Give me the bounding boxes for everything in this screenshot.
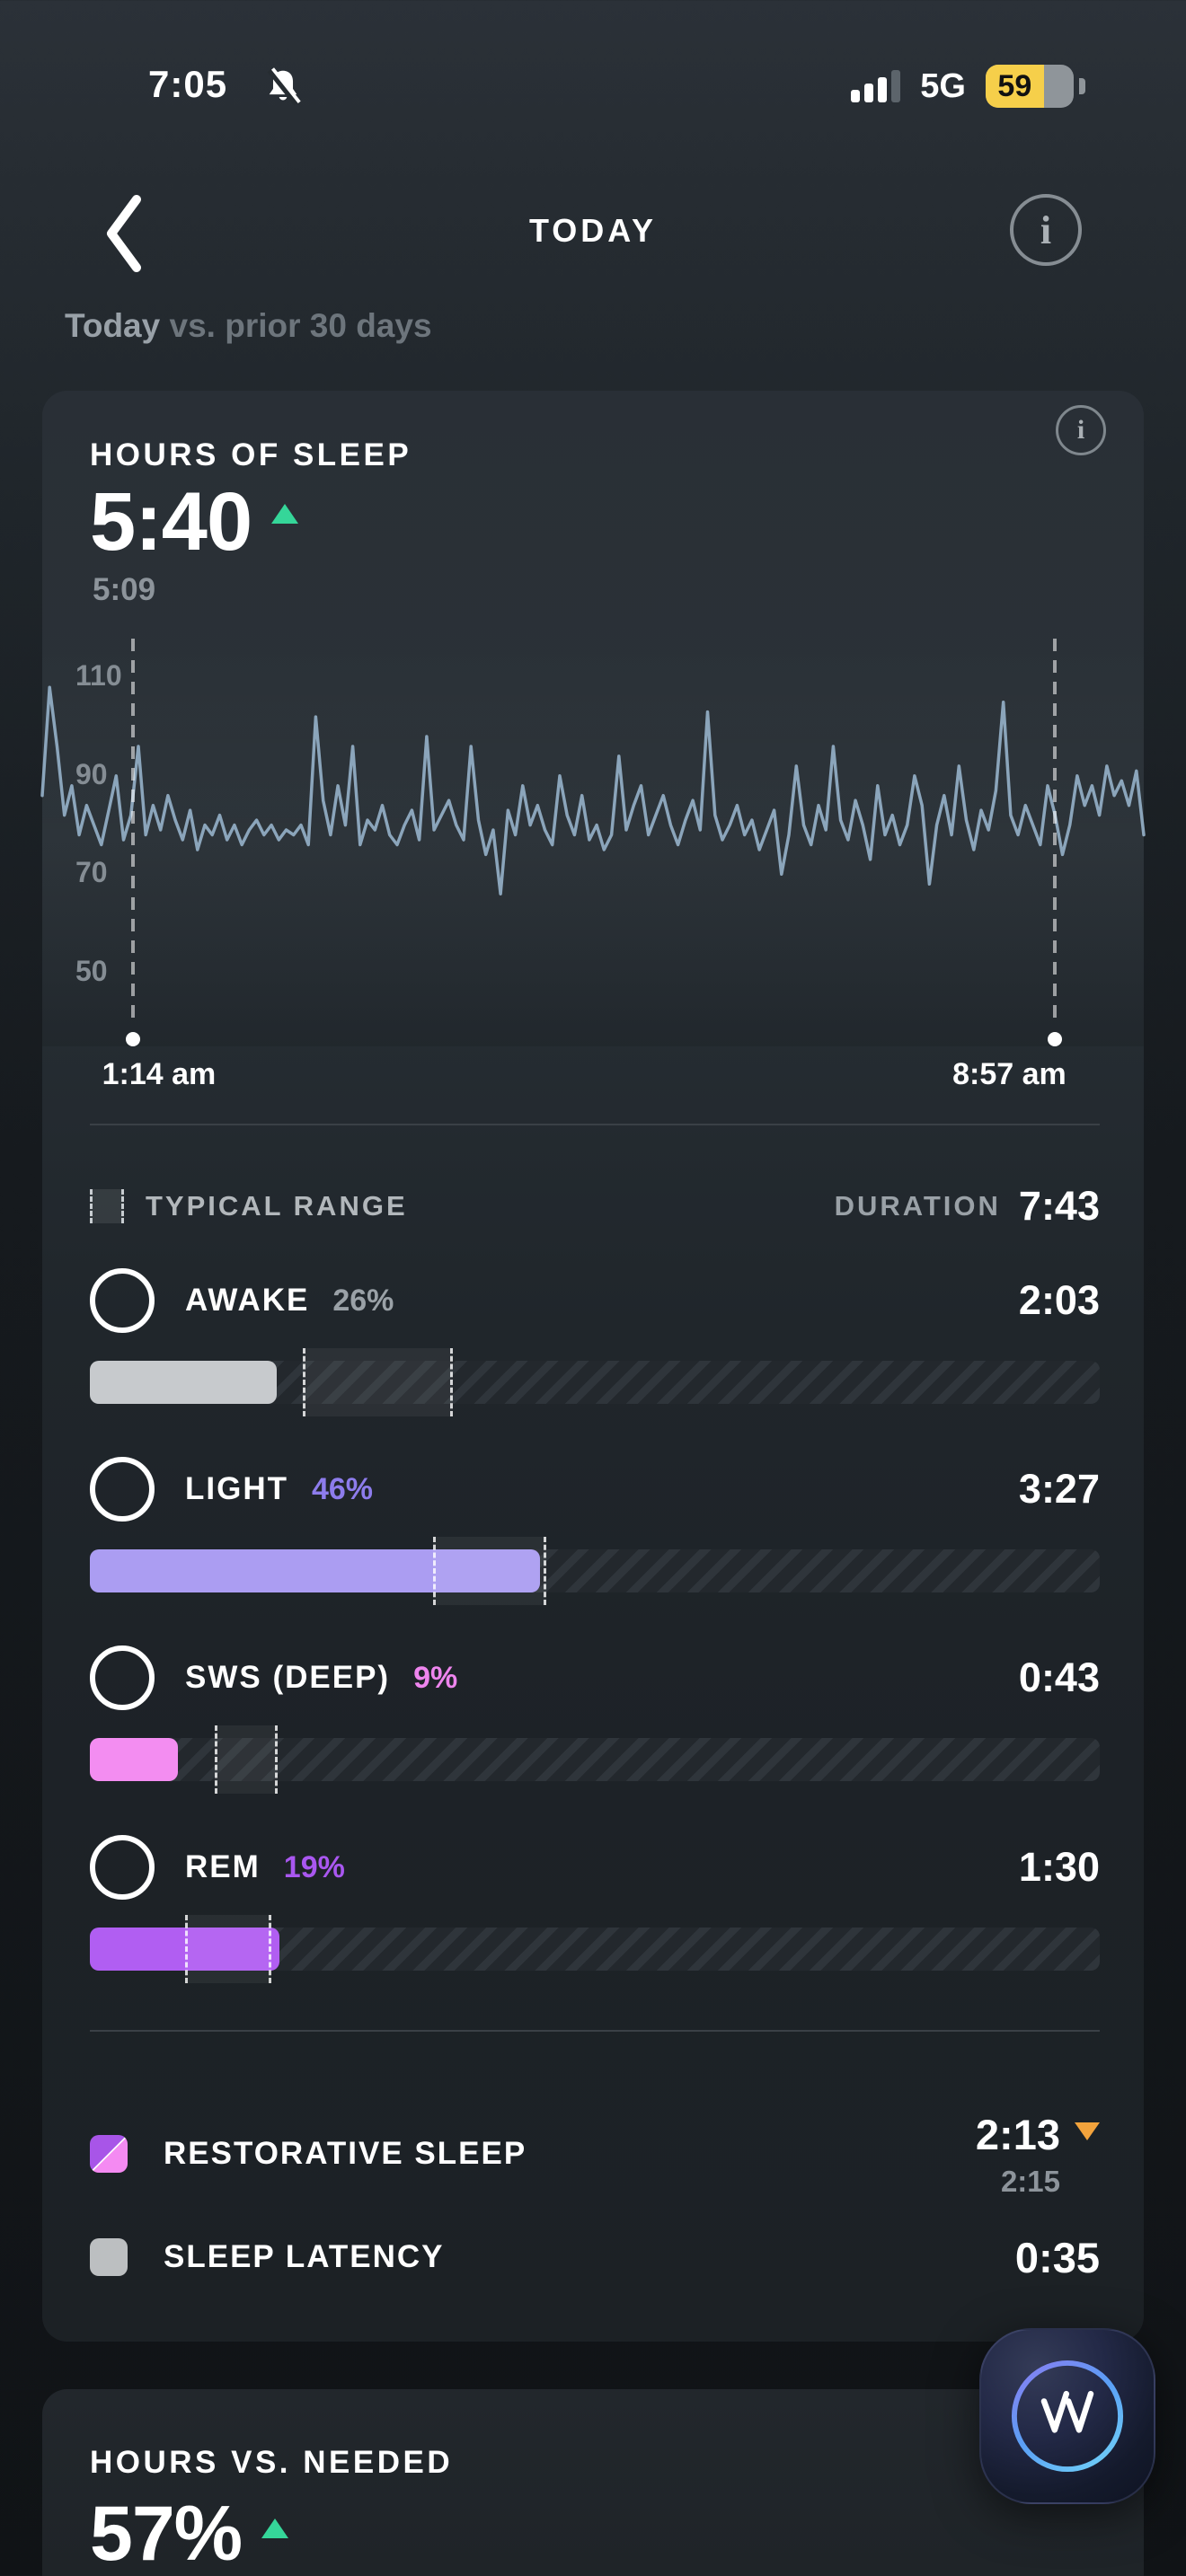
stage-time: 0:43	[1018, 1654, 1100, 1700]
status-bar: 7:05 5G 59	[0, 0, 1186, 135]
card-title: HOURS VS. NEEDED	[90, 2445, 454, 2480]
summary-label: RESTORATIVE SLEEP	[164, 2136, 527, 2171]
heart-rate-line	[40, 685, 1146, 895]
y-tick: 110	[75, 659, 122, 693]
divider	[90, 2030, 1100, 2032]
divider	[90, 1124, 1100, 1125]
whoop-logo-icon	[1011, 2360, 1124, 2473]
typical-range-box	[303, 1348, 453, 1416]
battery-percent: 59	[997, 68, 1032, 103]
duration-label: DURATION	[834, 1190, 1001, 1222]
summary-comparison: 2:15	[1000, 2164, 1060, 2198]
hours-vs-needed-value: 57%	[90, 2491, 243, 2576]
back-button[interactable]	[97, 190, 155, 277]
y-tick: 90	[75, 757, 108, 790]
card-title: HOURS OF SLEEP	[90, 437, 412, 472]
stage-percent: 9%	[413, 1660, 458, 1695]
sleep-end-marker	[1052, 639, 1057, 1025]
stage-label: LIGHT	[185, 1471, 288, 1506]
stage-percent: 26%	[332, 1283, 394, 1318]
stage-bar	[90, 1915, 1100, 1983]
stage-percent: 19%	[283, 1849, 345, 1884]
stage-bar	[90, 1348, 1100, 1416]
stage-percent: 46%	[311, 1471, 374, 1506]
info-icon: i	[1040, 207, 1052, 252]
clock-time: 7:05	[148, 63, 228, 105]
stage-toggle-awake[interactable]	[90, 1268, 155, 1333]
sleep-start-marker-dot	[125, 1032, 140, 1046]
stage-time: 3:27	[1018, 1466, 1100, 1512]
hours-vs-needed-card: HOURS VS. NEEDED 57%	[42, 2389, 1144, 2576]
sleep-hours-value: 5:40	[90, 476, 252, 568]
summary-label: SLEEP LATENCY	[164, 2239, 445, 2274]
stage-toggle-light[interactable]	[90, 1457, 155, 1522]
page-title: TODAY	[528, 212, 658, 249]
sleep-info-button[interactable]: i	[1056, 405, 1106, 455]
stage-row-sws: SWS (DEEP) 9% 0:43	[90, 1645, 1100, 1807]
stage-row-light: LIGHT 46% 3:27	[90, 1457, 1100, 1619]
heart-rate-chart: 110 90 70 50	[40, 633, 1146, 1046]
sleep-end-time-label: 8:57 am	[952, 1057, 1067, 1091]
sleep-end-marker-dot	[1047, 1032, 1062, 1046]
stage-time: 2:03	[1018, 1277, 1100, 1323]
trend-up-icon	[271, 504, 299, 524]
restorative-sleep-row: RESTORATIVE SLEEP 2:13 2:15	[90, 2104, 1100, 2203]
stage-toggle-sws[interactable]	[90, 1645, 155, 1710]
sleep-latency-row: SLEEP LATENCY 0:35	[90, 2225, 1100, 2289]
cellular-signal-icon	[851, 70, 901, 102]
sleep-hours-comparison: 5:09	[93, 572, 156, 607]
stage-toggle-rem[interactable]	[90, 1835, 155, 1900]
battery-tip	[1079, 78, 1085, 94]
notifications-muted-icon	[262, 66, 304, 112]
legend-row: TYPICAL RANGE DURATION 7:43	[90, 1179, 1100, 1233]
battery-indicator: 59	[986, 65, 1074, 108]
x-axis-labels: 1:14 am 8:57 am	[42, 1057, 1144, 1097]
stage-bar	[90, 1725, 1100, 1794]
typical-range-box	[433, 1537, 547, 1605]
stage-label: REM	[185, 1849, 261, 1884]
sleep-latency-icon	[90, 2238, 128, 2276]
info-icon: i	[1076, 415, 1085, 445]
typical-range-box	[184, 1915, 272, 1983]
stage-bar-fill	[90, 1549, 541, 1592]
trend-up-icon	[261, 2519, 289, 2538]
y-tick: 50	[75, 954, 108, 987]
restorative-sleep-icon	[90, 2135, 128, 2173]
hours-of-sleep-card: HOURS OF SLEEP i 5:40 5:09 110 90 70 50 1:1…	[40, 391, 1146, 2342]
stage-row-awake: AWAKE 26% 2:03	[90, 1268, 1100, 1430]
typical-range-swatch-icon	[90, 1189, 124, 1223]
y-tick: 70	[75, 856, 108, 889]
page-info-button[interactable]: i	[1010, 194, 1082, 266]
whoop-coach-button[interactable]	[979, 2328, 1155, 2504]
stage-time: 1:30	[1018, 1844, 1100, 1890]
summary-value: 2:13	[975, 2110, 1060, 2158]
comparison-caption: Today vs. prior 30 days	[65, 307, 432, 344]
typical-range-box	[215, 1725, 279, 1794]
stage-label: SWS (DEEP)	[185, 1660, 391, 1695]
stage-bar	[90, 1537, 1100, 1605]
trend-down-icon	[1075, 2122, 1100, 2140]
network-type: 5G	[920, 66, 966, 105]
stage-label: AWAKE	[185, 1283, 310, 1318]
stage-bar-fill	[90, 1361, 277, 1404]
typical-range-label: TYPICAL RANGE	[146, 1190, 408, 1222]
sleep-start-time-label: 1:14 am	[102, 1057, 217, 1091]
sleep-start-marker	[130, 639, 135, 1025]
stage-row-rem: REM 19% 1:30	[90, 1835, 1100, 1997]
stage-bar-fill	[90, 1738, 178, 1781]
summary-value: 0:35	[1014, 2233, 1100, 2281]
duration-value: 7:43	[1018, 1183, 1100, 1229]
